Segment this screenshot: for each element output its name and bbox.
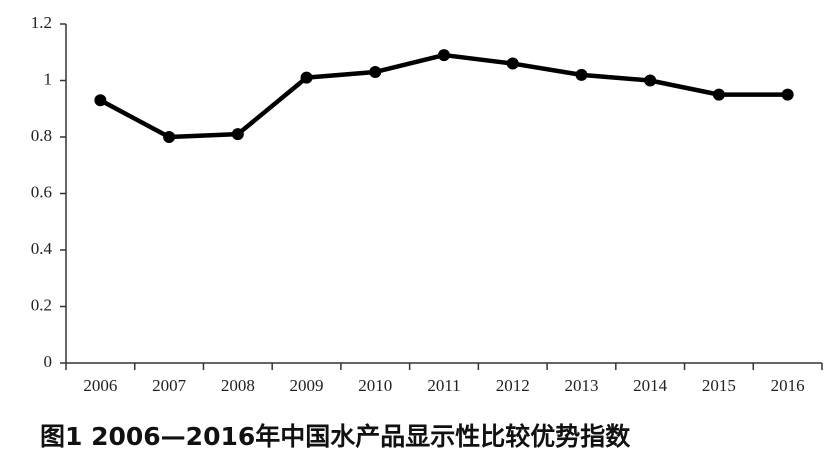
data-point [438, 49, 450, 62]
x-tick-label: 2014 [633, 376, 668, 395]
data-line [99, 52, 788, 140]
chart-title: 图1 2006—2016年中国水产品显示性比较优势指数 [40, 422, 631, 451]
y-tick-label: 0.4 [31, 239, 53, 258]
data-point [575, 68, 588, 81]
x-tick-label: 2007 [152, 376, 187, 395]
data-point [781, 88, 794, 101]
y-tick-label: 1.2 [31, 13, 52, 32]
x-tick-label: 2011 [427, 376, 460, 395]
x-tick-label: 2009 [290, 376, 324, 395]
x-tick-label: 2015 [702, 376, 736, 395]
x-tick-label: 2008 [221, 376, 255, 395]
data-point [163, 131, 176, 143]
data-point [644, 74, 657, 87]
x-tick-label: 2012 [496, 376, 530, 395]
data-point [94, 94, 107, 107]
x-tick-label: 2016 [771, 376, 805, 395]
data-point [712, 88, 725, 101]
y-tick-label: 1 [44, 69, 53, 88]
data-point [231, 128, 244, 141]
data-point [369, 66, 382, 79]
y-tick-label: 0.6 [31, 182, 52, 201]
y-tick-label: 0.8 [31, 126, 52, 145]
x-tick-label: 2006 [83, 376, 117, 395]
x-tick-label: 2010 [358, 376, 392, 395]
data-point [506, 57, 519, 70]
y-tick-label: 0.2 [31, 295, 52, 314]
data-point [300, 71, 313, 84]
x-tick-label: 2013 [564, 376, 598, 395]
y-tick-label: 0 [44, 352, 53, 371]
